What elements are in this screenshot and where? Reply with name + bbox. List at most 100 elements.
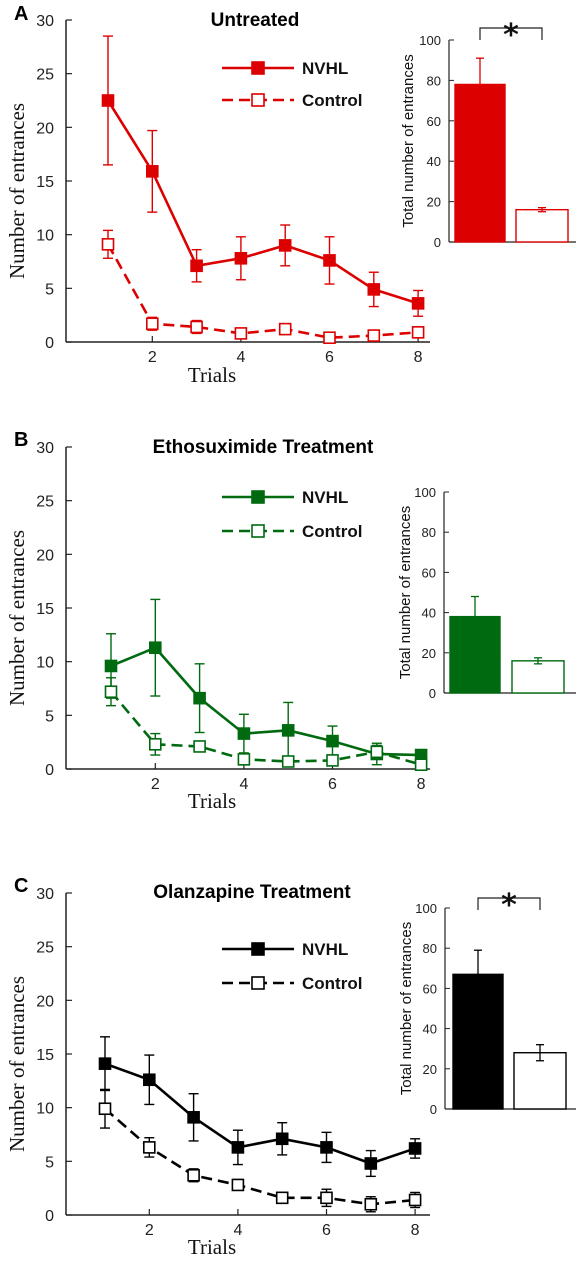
panel-a-inset-y-tick-label: 0 [434, 235, 441, 250]
panel-b-y-tick-label: 0 [45, 762, 54, 779]
panel-b-inset-y-axis-title: Total number of entrances [397, 506, 414, 679]
panel-b-series-control-point [370, 745, 384, 759]
panel-c-series-nvhl-point [320, 1141, 333, 1154]
panel-b-series-nvhl-point [149, 641, 162, 655]
panel-c-series-control-point [320, 1191, 333, 1205]
panel-b-x-tick-label: 4 [239, 776, 248, 793]
panel-c-series-nvhl-point [364, 1157, 378, 1170]
panel-b-y-tick-label: 5 [45, 708, 54, 725]
panel-a-inset-bar-control [515, 208, 569, 243]
panel-c-series-control-point [408, 1193, 422, 1207]
panel-b-legend-control-marker [251, 524, 265, 538]
panel-a-series-nvhl-line [106, 99, 419, 305]
panel-b-x-tick-label: 8 [417, 776, 426, 793]
panel-b-y-tick-label: 10 [36, 655, 54, 672]
panel-a-series-control-point [278, 322, 292, 336]
panel-a-legend-control-marker [251, 93, 265, 107]
panel-b-series-nvhl-point [237, 727, 251, 740]
panel-a-x-tick-label: 4 [236, 349, 245, 366]
panel-b-series-control-point [237, 753, 251, 766]
panel-a-series-nvhl-point [234, 251, 248, 265]
panel-c-inset-y-tick-label: 40 [423, 1022, 437, 1037]
panel-b-series-control-point [281, 755, 295, 768]
panel-a-series-nvhl-point [278, 239, 292, 252]
panel-a-series-nvhl-point [411, 297, 425, 310]
panel-c-significance-mark: * [501, 888, 517, 923]
panel-a-title: Untreated [211, 10, 300, 31]
panel-b-letter: B [14, 429, 28, 451]
panel-c-significance-bracket [477, 897, 541, 910]
panel-a-series-control-point [367, 329, 381, 342]
panel-b-y-tick-label: 15 [36, 601, 54, 618]
panel-b-series-control-point [149, 738, 162, 751]
panel-c-y-tick-label: 0 [45, 1208, 54, 1225]
panel-a-y-tick-label: 20 [36, 120, 54, 137]
panel-c-series-control-point [187, 1168, 200, 1182]
panel-b-inset-y-tick-label: 80 [422, 525, 436, 540]
panel-a-y-tick-label: 5 [45, 281, 54, 298]
panel-c-title: Olanzapine Treatment [153, 882, 351, 903]
panel-c-series-nvhl-point [98, 1057, 112, 1070]
panel-c-series-control-point [98, 1102, 112, 1116]
panel-a-inset-y-tick-label: 60 [427, 114, 441, 129]
panel-b-x-tick-label: 6 [328, 776, 337, 793]
panel-c-inset-bar-control [513, 1052, 567, 1110]
panel-a-series-nvhl-point [101, 94, 115, 107]
panel-c-inset-y-tick-label: 20 [423, 1062, 437, 1077]
panel-a-y-axis-title: Number of entrances [5, 103, 29, 279]
panel-c-legend-control-marker [251, 976, 265, 990]
panel-b-inset-y-tick-label: 40 [422, 606, 436, 621]
panel-b-series-control-line [110, 690, 422, 766]
panel-a-series-control-point [146, 317, 159, 331]
panel-c-series-nvhl-point [143, 1073, 156, 1087]
panel-c-series-nvhl-point [275, 1132, 289, 1146]
panel-b-inset-y-tick-label: 20 [422, 646, 436, 661]
panel-a-series-control-point [323, 331, 336, 345]
panel-a-x-axis-title: Trials [188, 363, 236, 387]
panel-b-y-axis-title: Number of entrances [5, 530, 29, 706]
panel-c-x-tick-label: 8 [411, 1222, 420, 1239]
panel-c-x-tick-label: 4 [233, 1222, 242, 1239]
panel-c-legend-nvhl-marker [251, 942, 265, 956]
panel-b-y-tick-label: 25 [36, 494, 54, 511]
panel-c-y-axis-title: Number of entrances [5, 976, 29, 1152]
panel-b-inset-y-tick-label: 100 [414, 485, 436, 500]
panel-a-y-tick-label: 15 [36, 174, 54, 191]
panel-c-series-nvhl-line [104, 1062, 416, 1165]
panel-a-legend-nvhl-label: NVHL [302, 59, 348, 78]
panel-c-legend-nvhl-label: NVHL [302, 940, 348, 959]
panel-c-y-tick-label: 20 [36, 993, 54, 1010]
panel-a-inset-y-tick-label: 80 [427, 73, 441, 88]
panel-c-y-tick-label: 5 [45, 1154, 54, 1171]
panel-a-series-control-point [190, 320, 203, 334]
panel-a-y-tick-label: 0 [45, 335, 54, 352]
panel-c-x-axis-title: Trials [188, 1235, 236, 1259]
panel-b-series-control-point [326, 754, 339, 767]
panel-b-title: Ethosuximide Treatment [153, 437, 374, 458]
panel-c-legend-control-label: Control [302, 974, 362, 993]
panel-a-x-tick-label: 6 [325, 349, 334, 366]
panel-a-x-tick-label: 2 [148, 349, 157, 366]
panel-a-significance-bracket [479, 27, 543, 40]
panel-b-y-tick-label: 20 [36, 547, 54, 564]
panel-c-letter: C [14, 875, 28, 897]
panel-b-legend-nvhl-label: NVHL [302, 488, 348, 507]
panel-c-inset-y-tick-label: 0 [430, 1102, 437, 1117]
panel-c-series-control-point [275, 1191, 289, 1205]
panel-b-x-axis-title: Trials [188, 789, 236, 813]
panel-c-series-control-point [364, 1197, 378, 1211]
panel-c-series-nvhl-point [408, 1142, 422, 1155]
panel-c-x-tick-label: 6 [322, 1222, 331, 1239]
panel-b-series-control-point [414, 758, 428, 772]
panel-a-inset-y-tick-label: 40 [427, 154, 441, 169]
panel-c-x-tick-label: 2 [145, 1222, 154, 1239]
panel-c-y-tick-label: 25 [36, 940, 54, 957]
panel-b-legend-control-label: Control [302, 522, 362, 541]
panel-c-series-control-point [143, 1141, 156, 1154]
panel-b-series-nvhl-point [193, 691, 206, 705]
panel-b-series-nvhl-point [281, 724, 295, 737]
panel-b-inset-y-tick-label: 60 [422, 565, 436, 580]
panel-c-inset-y-axis-title: Total number of entrances [398, 922, 415, 1095]
panel-a-y-tick-label: 30 [36, 13, 54, 30]
panel-a-y-tick-label: 25 [36, 67, 54, 84]
